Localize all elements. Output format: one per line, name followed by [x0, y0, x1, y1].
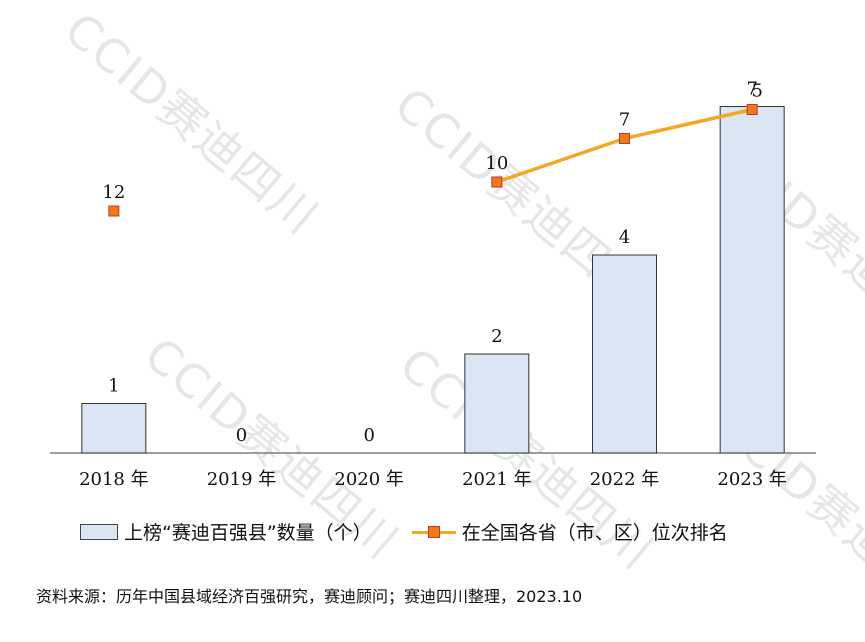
source-note: 资料来源：历年中国县域经济百强研究，赛迪顾问；赛迪四川整理，2023.10	[36, 587, 583, 606]
bar-value-label: 2	[491, 326, 502, 347]
bar-value-label: 0	[236, 425, 247, 446]
legend-bar-swatch	[80, 523, 118, 540]
x-tick-label: 2022 年	[590, 469, 660, 490]
legend-line-swatch	[411, 524, 456, 540]
bar	[464, 353, 530, 454]
legend: 上榜“赛迪百强县”数量（个） 在全国各省（市、区）位次排名	[80, 518, 728, 545]
bar	[592, 254, 657, 454]
bar-value-label: 4	[619, 227, 630, 248]
rank-value-label: 7	[619, 110, 630, 131]
rank-value-label: 10	[485, 153, 508, 174]
x-tick-label: 2020 年	[334, 469, 404, 490]
bar	[81, 403, 147, 454]
bar-value-label: 7	[746, 79, 757, 100]
x-tick-label: 2019 年	[207, 469, 277, 490]
x-tick-label: 2023 年	[717, 469, 787, 490]
rank-line-segment	[496, 136, 626, 184]
legend-line-label: 在全国各省（市、区）位次排名	[461, 522, 728, 544]
rank-point	[491, 176, 503, 188]
bar	[719, 106, 785, 454]
bar-value-label: 1	[108, 376, 119, 397]
x-tick-label: 2021 年	[462, 469, 532, 490]
rank-point	[619, 133, 630, 144]
x-tick-label: 2018 年	[79, 469, 149, 490]
rank-point	[108, 205, 120, 217]
bar-value-label: 0	[363, 425, 374, 446]
rank-value-label: 5	[751, 81, 762, 102]
rank-value-label: 12	[102, 182, 125, 203]
legend-bar-label: 上榜“赛迪百强县”数量（个）	[124, 522, 372, 544]
rank-line-segment	[624, 107, 753, 141]
rank-point	[746, 104, 758, 115]
